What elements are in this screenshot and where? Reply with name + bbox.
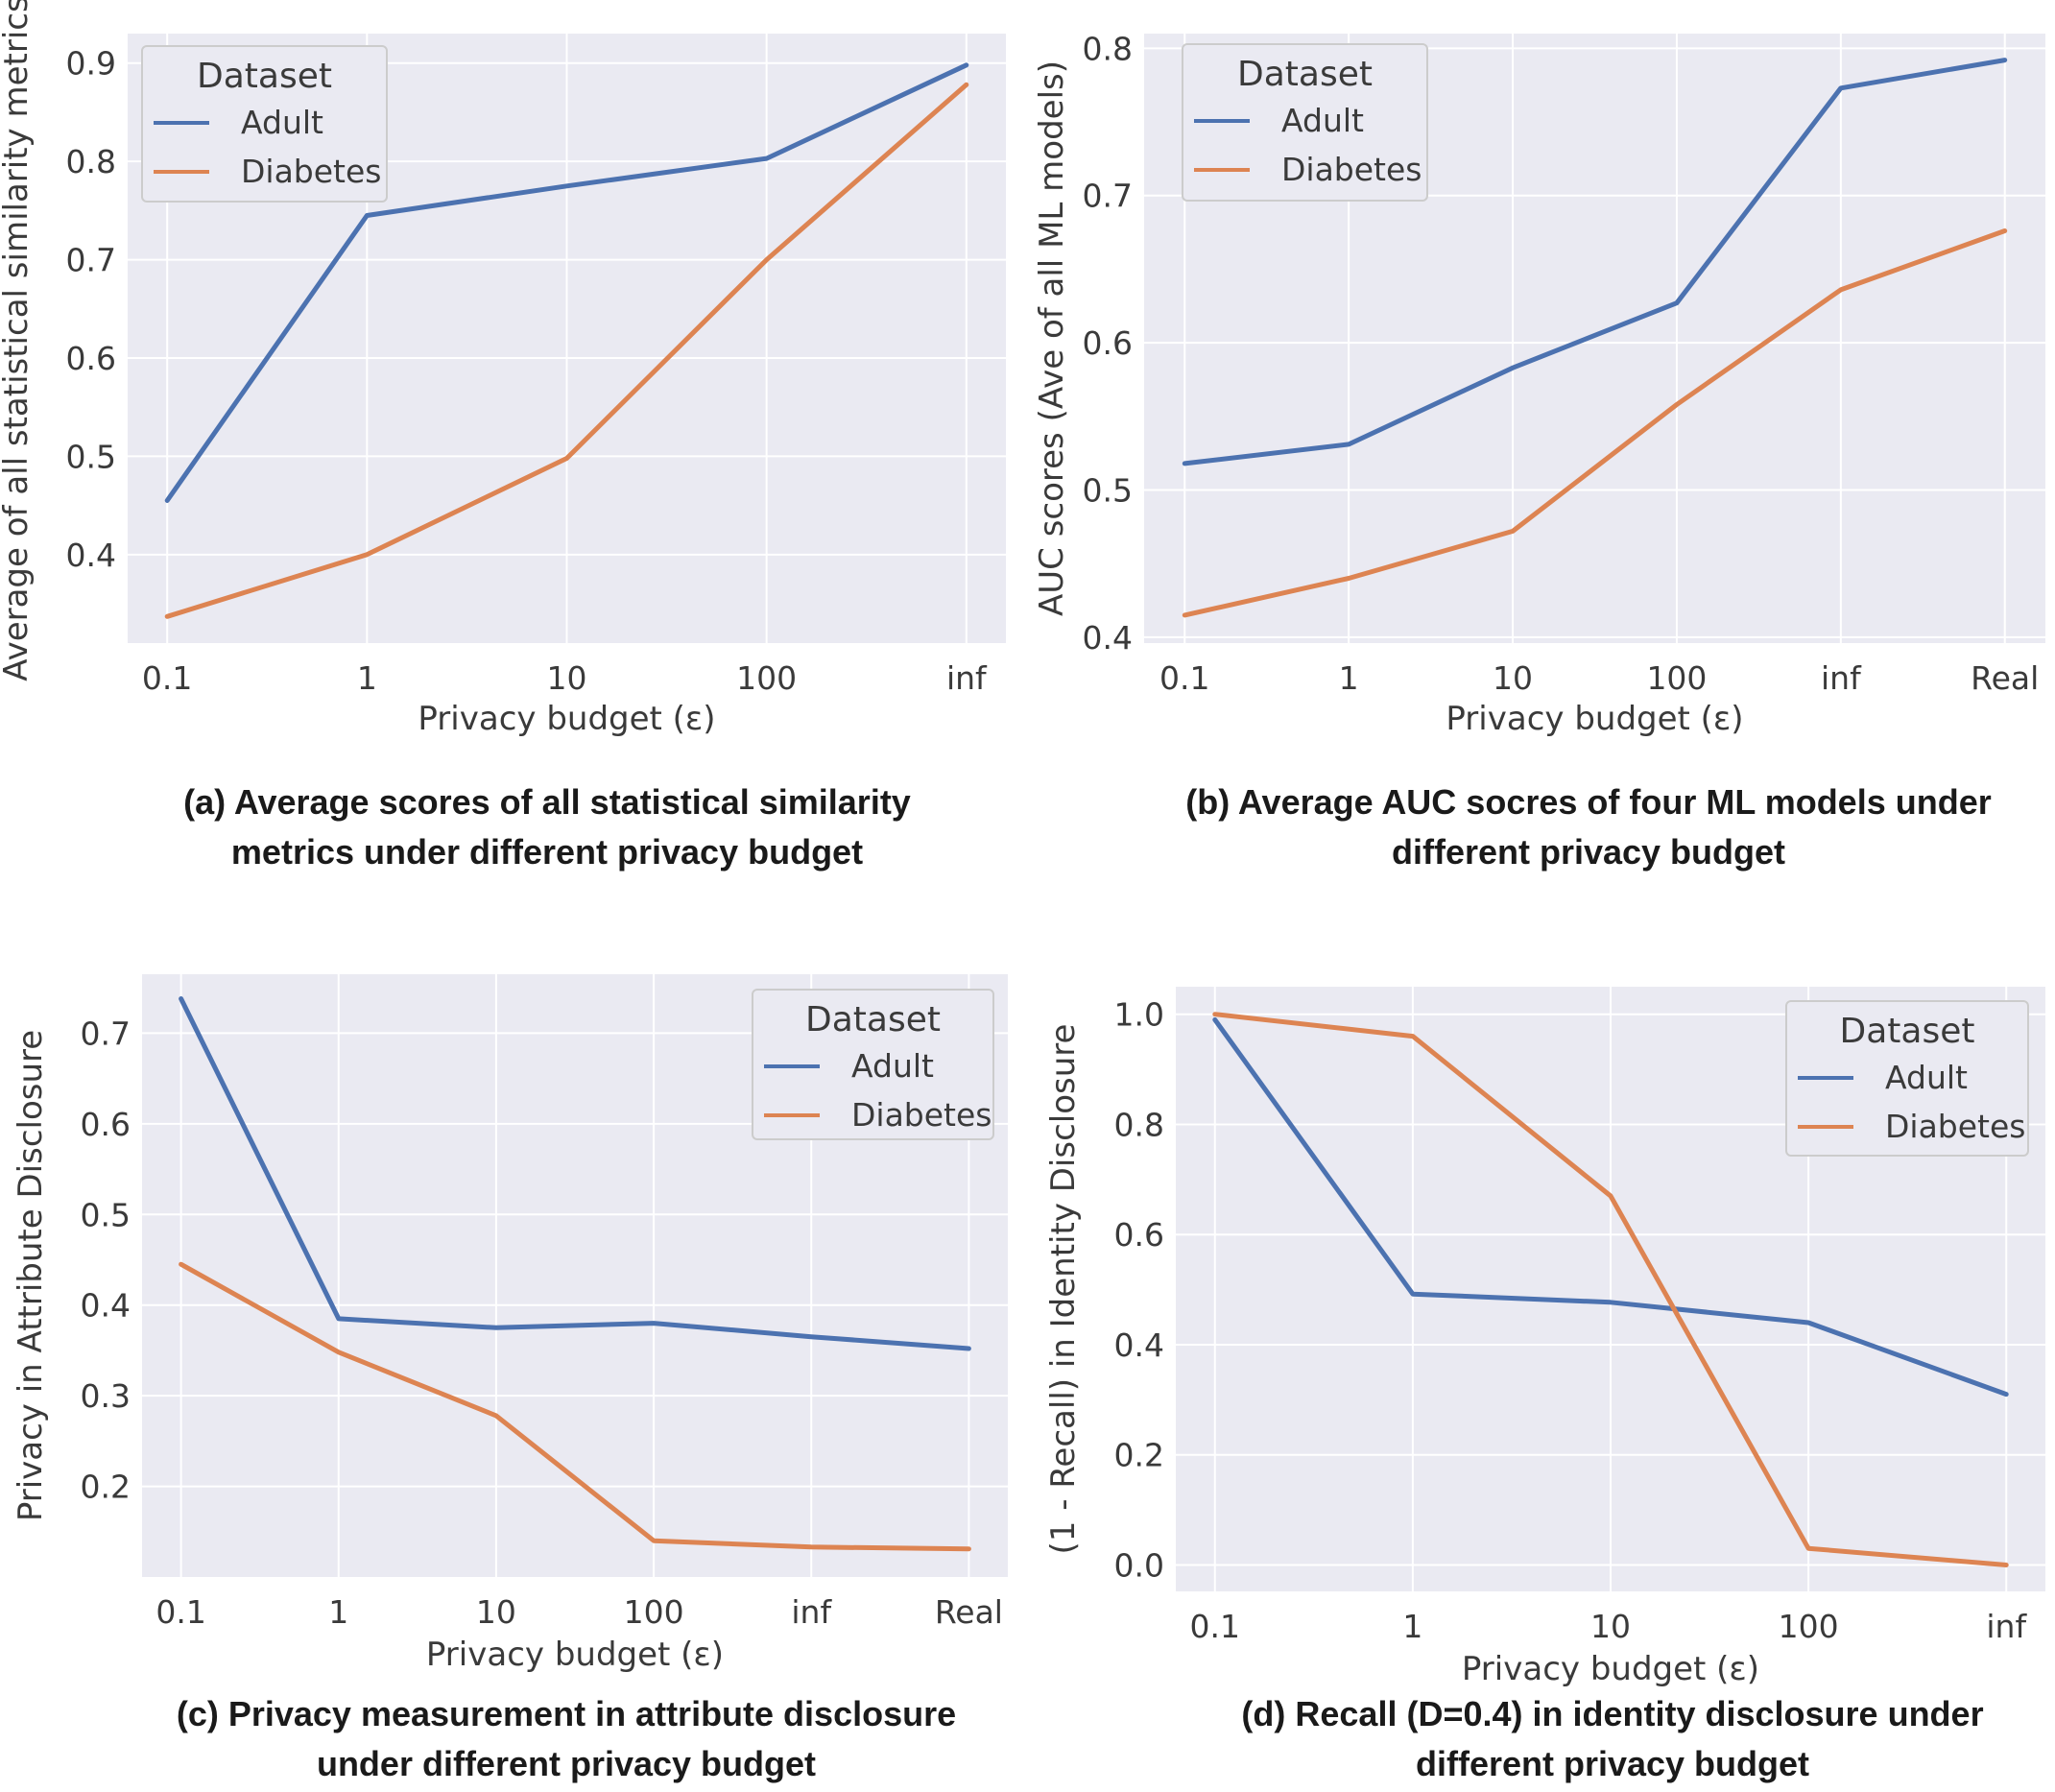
- x-axis-label-a: Privacy budget (ε): [418, 700, 715, 738]
- y-tick-label-c: 0.6: [81, 1106, 131, 1143]
- x-tick-label-b: 1: [1339, 659, 1359, 697]
- y-tick-label-a: 0.7: [66, 242, 116, 279]
- y-axis-label-d: (1 - Recall) in Identity Disclosure: [1044, 1024, 1083, 1555]
- legend-title-c: Dataset: [805, 1000, 941, 1039]
- caption-b-line-1: (b) Average AUC socres of four ML models…: [1185, 782, 1992, 822]
- series-line-diabetes-c: [179, 1261, 971, 1552]
- y-tick-label-c: 0.7: [81, 1015, 131, 1052]
- x-tick-label-d: 1: [1402, 1608, 1422, 1645]
- legend-title-d: Dataset: [1840, 1012, 1975, 1051]
- x-tick-label-b: 0.1: [1159, 659, 1209, 697]
- caption-d: (d) Recall (D=0.4) in identity disclosur…: [1123, 1689, 2055, 1789]
- chart-c: 0.2 0.3 0.4 0.5 0.6 0.7 0.1 1 10 100 inf Real Privac…: [12, 974, 1008, 1674]
- x-tick-label-c: 10: [476, 1593, 516, 1631]
- x-tick-label-b: Real: [1971, 659, 2039, 697]
- series-line-adult-b: [1182, 58, 2008, 466]
- legend-label-diabetes-d: Diabetes: [1885, 1108, 2026, 1145]
- series-line-adult-a: [164, 62, 969, 503]
- y-tick-label-b: 0.5: [1083, 471, 1133, 509]
- y-tick-label-b: 0.4: [1083, 619, 1133, 657]
- caption-a-line-2: metrics under different privacy budget: [230, 832, 864, 872]
- x-tick-label-d: 100: [1779, 1608, 1839, 1645]
- y-tick-label-c: 0.3: [81, 1377, 131, 1415]
- legend-box-d: [1785, 1000, 2029, 1157]
- x-tick-label-b: 100: [1646, 659, 1707, 697]
- y-tick-label-a: 0.5: [66, 438, 116, 475]
- series-line-diabetes-a: [164, 82, 969, 619]
- y-tick-label-d: 0.8: [1114, 1106, 1164, 1143]
- x-tick-label-d: 0.1: [1190, 1608, 1240, 1645]
- y-axis-label-a: Average of all statistical similarity me…: [0, 0, 36, 681]
- y-tick-label-d: 0.0: [1114, 1546, 1164, 1584]
- x-tick-label-b: 10: [1493, 659, 1533, 697]
- y-tick-label-d: 0.4: [1114, 1326, 1164, 1364]
- legend-label-diabetes-b: Diabetes: [1281, 151, 1422, 188]
- x-tick-label-b: inf: [1821, 659, 1862, 697]
- caption-b: (b) Average AUC socres of four ML models…: [1104, 777, 2055, 877]
- caption-c-line-2: under different privacy budget: [316, 1744, 817, 1783]
- caption-b-line-2: different privacy budget: [1391, 832, 1786, 872]
- series-line-adult-c: [179, 996, 971, 1351]
- caption-d-line-2: different privacy budget: [1415, 1744, 1810, 1783]
- legend-label-diabetes-c: Diabetes: [851, 1096, 992, 1134]
- legend-label-diabetes-a: Diabetes: [241, 153, 382, 190]
- y-tick-label-a: 0.8: [66, 143, 116, 180]
- caption-c-line-1: (c) Privacy measurement in attribute dis…: [176, 1694, 957, 1733]
- x-tick-label-c: 1: [328, 1593, 348, 1631]
- legend-label-adult-c: Adult: [851, 1047, 934, 1085]
- y-tick-label-d: 0.2: [1114, 1437, 1164, 1474]
- series-line-adult-d: [1212, 1016, 2009, 1398]
- y-tick-label-b: 0.8: [1083, 30, 1133, 67]
- chart-b: 0.4 0.5 0.6 0.7 0.8 0.1 1 10 100 inf Real Privacy b…: [1037, 30, 2045, 738]
- caption-a-line-1: (a) Average scores of all statistical si…: [183, 782, 911, 822]
- y-tick-label-a: 0.4: [66, 537, 116, 574]
- caption-a: (a) Average scores of all statistical si…: [58, 777, 1037, 877]
- y-tick-label-a: 0.9: [66, 45, 116, 83]
- legend-label-adult-d: Adult: [1885, 1059, 1968, 1096]
- x-tick-label-a: 10: [547, 659, 587, 697]
- caption-d-line-1: (d) Recall (D=0.4) in identity disclosur…: [1241, 1694, 1984, 1733]
- y-tick-label-d: 0.6: [1114, 1216, 1164, 1254]
- legend-box-a: [141, 45, 388, 203]
- y-tick-label-c: 0.4: [81, 1287, 131, 1325]
- y-axis-label-c: Privacy in Attribute Disclosure: [12, 1030, 50, 1521]
- legend-title-b: Dataset: [1237, 55, 1373, 94]
- x-axis-label-d: Privacy budget (ε): [1462, 1650, 1759, 1688]
- series-line-diabetes-d: [1212, 1012, 2009, 1567]
- y-tick-label-c: 0.2: [81, 1469, 131, 1506]
- x-tick-label-c: inf: [791, 1593, 832, 1631]
- x-tick-label-d: 10: [1590, 1608, 1631, 1645]
- legend-title-a: Dataset: [197, 57, 332, 96]
- y-axis-label-b: AUC scores (Ave of all ML models): [1037, 60, 1071, 616]
- x-tick-label-d: inf: [1986, 1608, 2027, 1645]
- x-tick-label-a: inf: [946, 659, 988, 697]
- y-tick-label-b: 0.7: [1083, 178, 1133, 215]
- y-tick-label-c: 0.5: [81, 1196, 131, 1233]
- caption-c: (c) Privacy measurement in attribute dis…: [77, 1689, 1056, 1789]
- legend-label-adult-a: Adult: [241, 104, 323, 141]
- x-tick-label-a: 0.1: [142, 659, 192, 697]
- x-axis-label-c: Privacy budget (ε): [426, 1636, 724, 1674]
- y-tick-label-d: 1.0: [1114, 996, 1164, 1034]
- legend-label-adult-b: Adult: [1281, 102, 1364, 139]
- x-tick-label-a: 100: [736, 659, 797, 697]
- x-tick-label-c: 100: [624, 1593, 684, 1631]
- chart-d: 0.0 0.2 0.4 0.6 0.8 1.0 0.1 1 10 100 inf Privacy bu…: [1044, 987, 2045, 1688]
- x-tick-label-c: 0.1: [155, 1593, 205, 1631]
- chart-a: 0.4 0.5 0.6 0.7 0.8 0.9 0.1 1 10 100 inf Privacy bu…: [0, 0, 1006, 738]
- x-axis-label-b: Privacy budget (ε): [1446, 700, 1743, 738]
- y-tick-label-a: 0.6: [66, 340, 116, 377]
- y-tick-label-b: 0.6: [1083, 324, 1133, 362]
- legend-box-c: [752, 989, 994, 1140]
- series-line-diabetes-b: [1182, 228, 2008, 618]
- x-tick-label-a: 1: [357, 659, 377, 697]
- legend-box-b: [1182, 43, 1428, 202]
- x-tick-label-c: Real: [935, 1593, 1003, 1631]
